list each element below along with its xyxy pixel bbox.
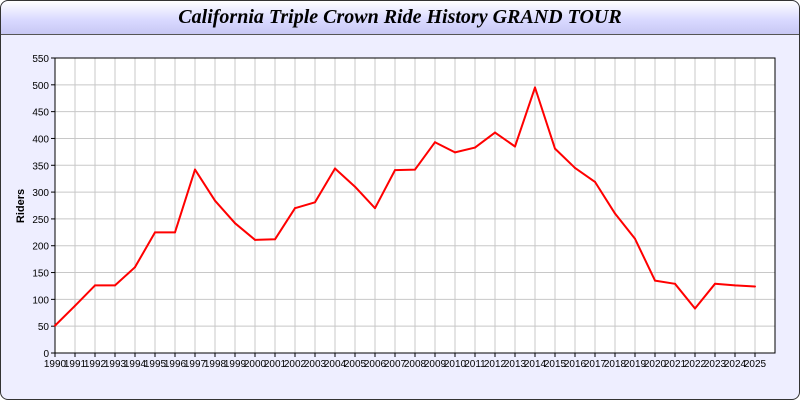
data-point — [674, 282, 676, 285]
y-tick-label: 250 — [32, 215, 49, 226]
x-tick-label: 2012 — [484, 359, 507, 370]
data-point — [234, 222, 236, 225]
data-point — [434, 141, 436, 144]
x-tick-label: 2013 — [504, 359, 527, 370]
x-tick-label: 1993 — [104, 359, 127, 370]
x-tick-label: 1999 — [224, 359, 247, 370]
data-point — [74, 304, 76, 307]
data-point — [174, 231, 176, 234]
data-point — [154, 231, 156, 234]
data-point — [274, 238, 276, 241]
data-point — [454, 151, 456, 154]
x-tick-label: 2003 — [304, 359, 327, 370]
x-tick-label: 2000 — [244, 359, 267, 370]
data-point — [214, 199, 216, 202]
data-point — [394, 169, 396, 172]
x-tick-label: 2009 — [424, 359, 447, 370]
y-tick-label: 100 — [32, 295, 49, 306]
y-axis-label: Riders — [15, 189, 27, 223]
x-tick-label: 2011 — [464, 359, 486, 370]
y-tick-label: 550 — [32, 54, 49, 65]
plot-border — [54, 57, 776, 354]
data-point — [134, 266, 136, 269]
data-point — [414, 168, 416, 171]
y-tick-label: 200 — [32, 242, 49, 253]
data-point — [314, 201, 316, 204]
x-tick-label: 1991 — [64, 359, 87, 370]
x-tick-label: 2025 — [744, 359, 767, 370]
x-tick-label: 2001 — [264, 359, 287, 370]
y-tick-label: 50 — [38, 322, 50, 333]
data-point — [294, 207, 296, 210]
data-point — [494, 131, 496, 134]
data-point — [514, 145, 516, 148]
x-tick-label: 2005 — [344, 359, 367, 370]
x-tick-label: 1995 — [144, 359, 167, 370]
data-point — [734, 284, 736, 287]
series — [54, 86, 756, 327]
x-tick-label: 2022 — [684, 359, 707, 370]
data-point — [54, 324, 56, 327]
x-tick-label: 2023 — [704, 359, 727, 370]
y-tick-label: 400 — [32, 134, 49, 145]
x-tick-label: 2015 — [544, 359, 567, 370]
x-tick-label: 1990 — [44, 359, 67, 370]
x-tick-label: 2021 — [664, 359, 687, 370]
x-tick-label: 2019 — [624, 359, 647, 370]
y-tick-label: 150 — [32, 269, 49, 280]
y-tick-label: 450 — [32, 108, 49, 119]
axes: 1990199119921993199419951996199719981999… — [32, 54, 776, 370]
data-point — [94, 284, 96, 287]
x-tick-label: 2004 — [324, 359, 347, 370]
data-point — [194, 168, 196, 171]
x-tick-label: 2024 — [724, 359, 747, 370]
data-point — [594, 180, 596, 183]
x-tick-label: 2010 — [444, 359, 467, 370]
data-point — [374, 207, 376, 210]
data-point — [334, 167, 336, 170]
x-tick-label: 1992 — [84, 359, 107, 370]
grid — [54, 57, 775, 354]
data-point — [754, 285, 756, 288]
x-tick-label: 2006 — [364, 359, 387, 370]
x-tick-label: 2018 — [604, 359, 627, 370]
x-tick-label: 2017 — [584, 359, 607, 370]
chart-title: California Triple Crown Ride History GRA… — [178, 6, 622, 28]
data-point — [474, 146, 476, 149]
data-point — [554, 147, 556, 150]
data-point — [614, 212, 616, 215]
data-point — [714, 282, 716, 285]
data-point — [254, 238, 256, 241]
title-bar: California Triple Crown Ride History GRA… — [1, 1, 799, 35]
data-point — [574, 166, 576, 169]
y-tick-label: 350 — [32, 161, 49, 172]
x-tick-label: 1998 — [204, 359, 227, 370]
x-tick-label: 2008 — [404, 359, 427, 370]
x-tick-label: 2020 — [644, 359, 667, 370]
data-point — [654, 279, 656, 282]
x-tick-label: 2016 — [564, 359, 587, 370]
x-tick-label: 2002 — [284, 359, 307, 370]
x-tick-label: 1996 — [164, 359, 187, 370]
data-point — [114, 284, 116, 287]
data-point — [354, 185, 356, 188]
series-line — [54, 86, 756, 327]
x-tick-label: 2014 — [524, 359, 547, 370]
data-point — [534, 86, 536, 89]
x-tick-label: 2007 — [384, 359, 407, 370]
y-tick-label: 0 — [43, 349, 49, 360]
y-tick-label: 500 — [32, 81, 49, 92]
x-tick-label: 1997 — [184, 359, 207, 370]
y-tick-label: 300 — [32, 188, 49, 199]
data-point — [634, 237, 636, 240]
data-point — [694, 307, 696, 310]
x-tick-label: 1994 — [124, 359, 147, 370]
